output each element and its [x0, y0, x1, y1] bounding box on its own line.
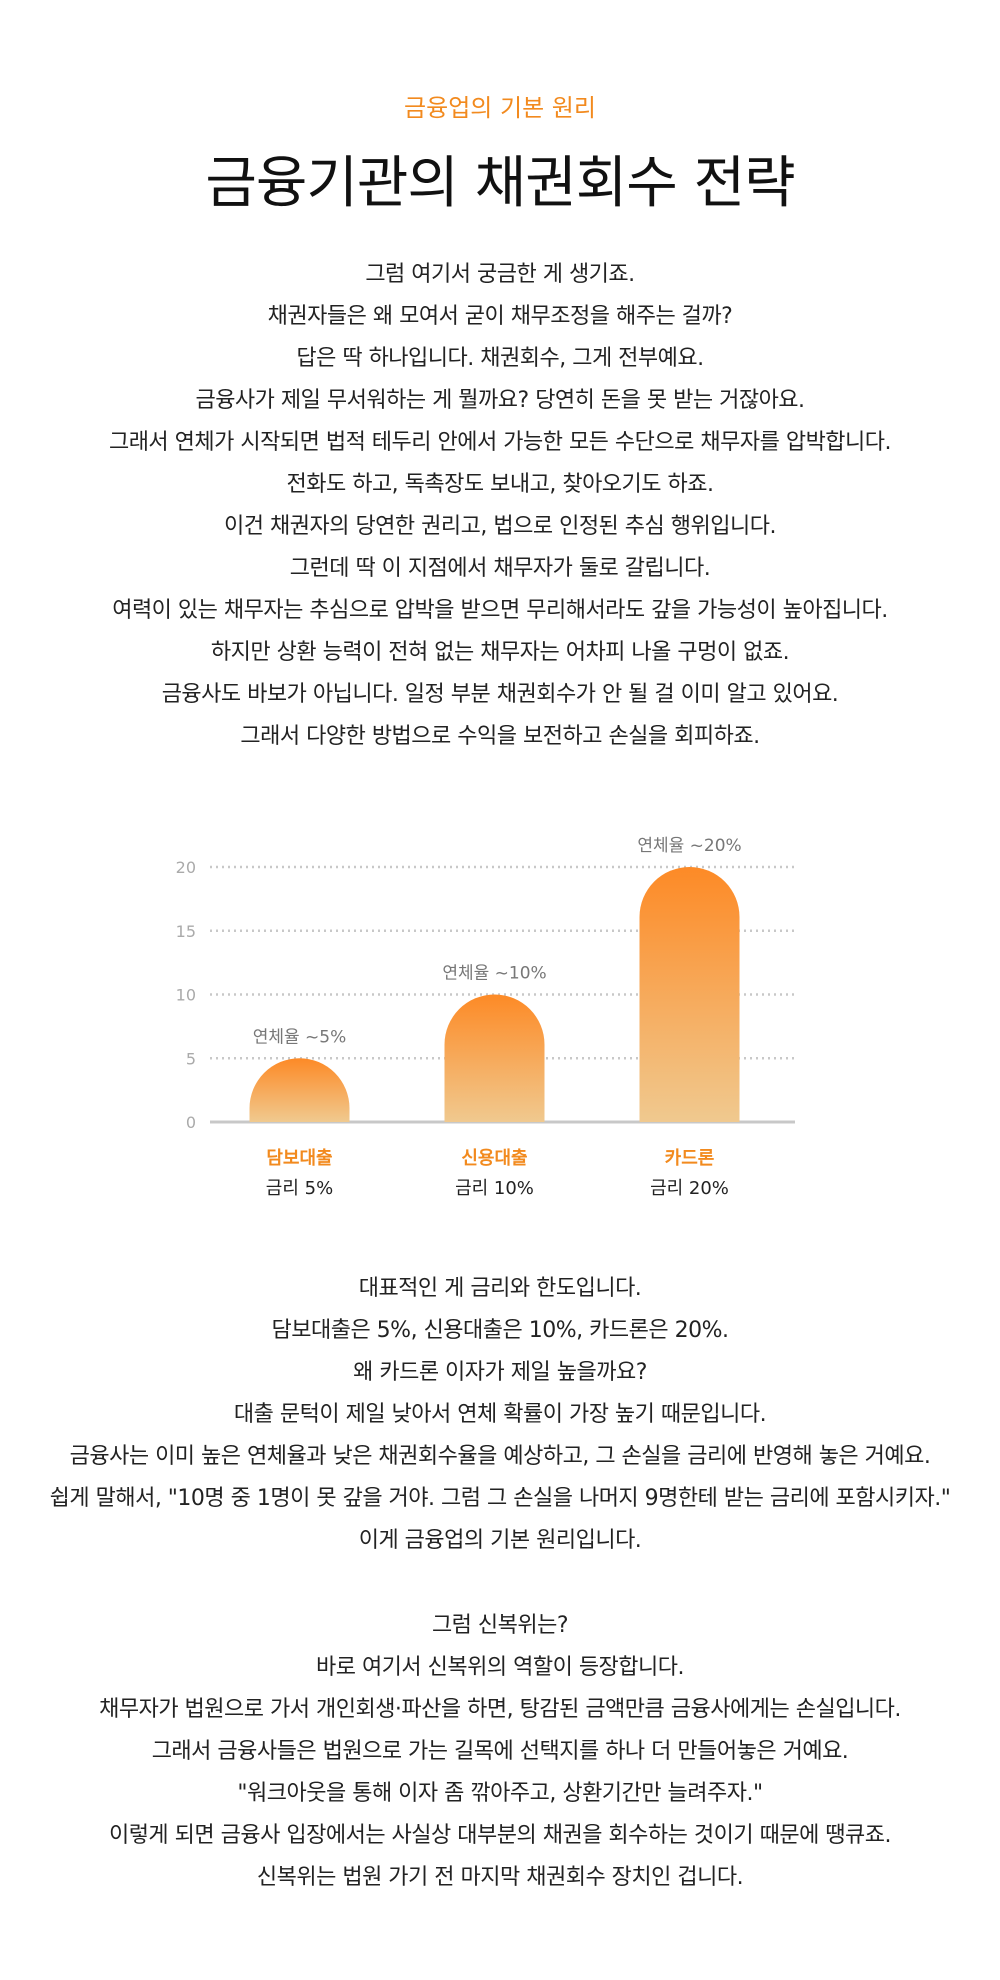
- text-line: 대표적인 게 금리와 한도입니다.: [358, 1276, 642, 1301]
- page-title: 금융기관의 채권회수 전략: [205, 151, 795, 216]
- text-line: 쉽게 말해서, "10명 중 1명이 못 갚을 거야. 그럼 그 손실을 나머지…: [49, 1486, 951, 1511]
- text-line: 신복위는 법원 가기 전 마지막 채권회수 장치인 겁니다.: [256, 1865, 744, 1890]
- data-label: 연체율 ~10%: [442, 964, 546, 984]
- data-label: 연체율 ~5%: [253, 1027, 347, 1047]
- y-tick-label: 15: [176, 922, 196, 941]
- text-line: 이렇게 되면 금융사 입장에서는 사실상 대부분의 채권을 회수하는 것이기 때…: [108, 1823, 892, 1848]
- paragraph-credit-recovery-committee: 그럼 신복위는? 바로 여기서 신복위의 역할이 등장합니다. 채무자가 법원으…: [0, 1605, 1000, 1899]
- text-line: 전화도 하고, 독촉장도 보내고, 찾아오기도 하죠.: [286, 472, 714, 497]
- text-line: 여력이 있는 채무자는 추심으로 압박을 받으면 무리해서라도 갚을 가능성이 …: [112, 598, 888, 623]
- text-line: 채무자가 법원으로 가서 개인회생·파산을 하면, 탕감된 금액만큼 금융사에게…: [99, 1697, 901, 1722]
- category-rate-label: 금리 5%: [265, 1178, 334, 1199]
- text-line: 대출 문턱이 제일 낮아서 연체 확률이 가장 높기 때문입니다.: [233, 1402, 767, 1427]
- text-line: 그래서 연체가 시작되면 법적 테두리 안에서 가능한 모든 수단으로 채무자를…: [108, 430, 892, 455]
- text-line: 이게 금융업의 기본 원리입니다.: [358, 1528, 642, 1553]
- bar: [639, 867, 740, 1122]
- text-line: 그럼 여기서 궁금한 게 생기죠.: [365, 262, 635, 287]
- text-line: 그래서 다양한 방법으로 수익을 보전하고 손실을 회피하죠.: [240, 724, 760, 749]
- text-line: 금융사도 바보가 아닙니다. 일정 부분 채권회수가 안 될 걸 이미 알고 있…: [161, 682, 839, 707]
- paragraph-interest-rates: 대표적인 게 금리와 한도입니다. 담보대출은 5%, 신용대출은 10%, 카…: [0, 1268, 1000, 1562]
- category-rate-label: 금리 20%: [650, 1178, 729, 1199]
- text-line: 답은 딱 하나입니다. 채권회수, 그게 전부예요.: [296, 346, 704, 371]
- category-label: 담보대출: [266, 1148, 333, 1169]
- y-tick-label: 10: [176, 986, 196, 1005]
- text-line: 담보대출은 5%, 신용대출은 10%, 카드론은 20%.: [271, 1318, 729, 1343]
- text-line: 바로 여기서 신복위의 역할이 등장합니다.: [315, 1655, 685, 1680]
- y-tick-label: 5: [186, 1049, 196, 1068]
- text-line: 그럼 신복위는?: [431, 1613, 569, 1638]
- y-tick-label: 20: [176, 858, 196, 877]
- text-line: 이건 채권자의 당연한 권리고, 법으로 인정된 추심 행위입니다.: [224, 514, 776, 539]
- text-line: 왜 카드론 이자가 제일 높을까요?: [353, 1360, 647, 1385]
- text-line: 금융사가 제일 무서워하는 게 뭘까요? 당연히 돈을 못 받는 거잖아요.: [195, 388, 805, 413]
- data-label: 연체율 ~20%: [637, 836, 741, 856]
- bar: [249, 1058, 350, 1122]
- text-line: 채권자들은 왜 모여서 굳이 채무조정을 해주는 걸까?: [267, 304, 733, 329]
- category-rate-label: 금리 10%: [455, 1178, 534, 1199]
- text-line: 그래서 금융사들은 법원으로 가는 길목에 선택지를 하나 더 만들어놓은 거예…: [151, 1739, 849, 1764]
- section-eyebrow: 금융업의 기본 원리: [404, 94, 596, 122]
- y-tick-label: 0: [186, 1113, 196, 1132]
- bar: [444, 994, 545, 1122]
- paragraph-collection-strategy: 그럼 여기서 궁금한 게 생기죠. 채권자들은 왜 모여서 굳이 채무조정을 해…: [0, 254, 1000, 758]
- chart-canvas: 0 5 10 15 20 연체율 ~5% 연체율 ~10% 연체율 ~20%: [176, 836, 795, 1132]
- text-line: 금융사는 이미 높은 연체율과 낮은 채권회수율을 예상하고, 그 손실을 금리…: [69, 1444, 931, 1469]
- text-line: "워크아웃을 통해 이자 좀 깎아주고, 상환기간만 늘려주자.": [237, 1781, 763, 1806]
- text-line: 하지만 상환 능력이 전혀 없는 채무자는 어차피 나올 구멍이 없죠.: [210, 640, 790, 665]
- category-label: 카드론: [664, 1148, 715, 1169]
- category-label: 신용대출: [461, 1148, 528, 1169]
- text-line: 그런데 딱 이 지점에서 채무자가 둘로 갈립니다.: [289, 556, 711, 581]
